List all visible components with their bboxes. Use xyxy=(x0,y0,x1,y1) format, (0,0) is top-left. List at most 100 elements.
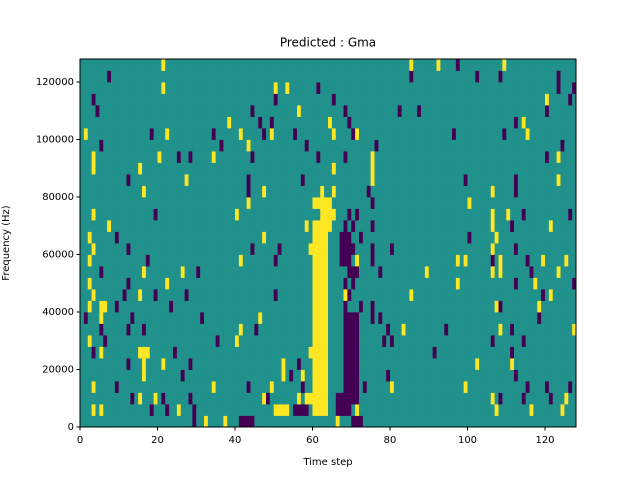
heatmap-cell xyxy=(490,277,496,290)
heatmap-cell xyxy=(83,404,89,416)
heatmap-cell xyxy=(355,312,360,324)
heatmap-cell xyxy=(308,139,313,152)
heatmap-cell xyxy=(498,174,503,186)
heatmap-cell xyxy=(316,381,321,393)
heatmap-cell xyxy=(165,208,170,221)
heatmap-cell xyxy=(231,231,236,244)
heatmap-cell xyxy=(83,415,89,428)
heatmap-cell xyxy=(537,415,542,428)
heatmap-cell xyxy=(80,266,85,278)
heatmap-cell xyxy=(281,369,286,382)
heatmap-cell xyxy=(467,116,472,129)
heatmap-cell xyxy=(444,174,449,186)
heatmap-cell xyxy=(157,289,162,301)
heatmap-cell xyxy=(378,151,383,163)
heatmap-cell xyxy=(498,243,503,255)
heatmap-cell xyxy=(533,59,538,71)
heatmap-cell xyxy=(200,174,205,186)
heatmap-cell xyxy=(444,346,449,359)
heatmap-cell xyxy=(145,369,151,382)
heatmap-cell xyxy=(386,59,391,71)
heatmap-cell xyxy=(393,323,399,336)
heatmap-cell xyxy=(262,197,267,209)
heatmap-cell xyxy=(204,266,209,278)
heatmap-cell xyxy=(130,346,135,359)
heatmap-cell xyxy=(157,231,162,244)
heatmap-cell xyxy=(545,404,550,416)
heatmap-cell xyxy=(285,243,290,255)
heatmap-cell xyxy=(142,277,147,290)
heatmap-cell xyxy=(196,277,201,290)
heatmap-cell xyxy=(510,59,515,71)
heatmap-cell xyxy=(269,174,275,186)
heatmap-cell xyxy=(145,254,151,267)
heatmap-cell xyxy=(153,277,158,290)
heatmap-cell xyxy=(308,358,313,370)
heatmap-cell xyxy=(335,139,341,152)
heatmap-cell xyxy=(262,404,267,416)
heatmap-cell xyxy=(397,93,403,106)
heatmap-cell xyxy=(114,208,120,221)
heatmap-cell xyxy=(428,185,434,198)
heatmap-cell xyxy=(285,358,290,370)
heatmap-cell xyxy=(440,105,445,117)
heatmap-cell xyxy=(339,174,344,186)
heatmap-cell xyxy=(297,139,302,152)
heatmap-cell xyxy=(521,82,527,94)
heatmap-cell xyxy=(401,404,406,416)
heatmap-cell xyxy=(355,185,360,198)
heatmap-cell xyxy=(103,243,108,255)
heatmap-cell xyxy=(455,369,461,382)
heatmap-cell xyxy=(428,82,434,94)
heatmap-cell xyxy=(382,231,387,244)
heatmap-cell xyxy=(514,346,519,359)
heatmap-cell xyxy=(173,105,178,117)
heatmap-cell xyxy=(463,59,468,71)
heatmap-cell xyxy=(304,358,310,370)
heatmap-cell xyxy=(347,139,352,152)
heatmap-cell xyxy=(262,369,267,382)
heatmap-cell xyxy=(359,243,364,255)
heatmap-cell xyxy=(204,346,209,359)
heatmap-cell xyxy=(432,369,437,382)
heatmap-cell xyxy=(242,220,248,232)
heatmap-cell xyxy=(266,289,271,301)
heatmap-cell xyxy=(432,105,437,117)
heatmap-cell xyxy=(111,128,116,140)
heatmap-cell xyxy=(200,59,205,71)
heatmap-cell xyxy=(475,254,480,267)
heatmap-cell xyxy=(413,70,418,83)
heatmap-cell xyxy=(114,231,120,244)
heatmap-cell xyxy=(459,208,465,221)
heatmap-cell xyxy=(289,277,294,290)
heatmap-cell xyxy=(467,346,472,359)
heatmap-cell xyxy=(285,220,290,232)
heatmap-cell xyxy=(448,369,453,382)
heatmap-cell xyxy=(246,335,251,347)
heatmap-cell xyxy=(452,185,457,198)
heatmap-cell xyxy=(157,404,162,416)
heatmap-cell xyxy=(111,220,116,232)
heatmap-cell xyxy=(572,231,577,244)
heatmap-cell xyxy=(347,254,352,267)
heatmap-cell xyxy=(196,415,201,428)
heatmap-cell xyxy=(223,174,228,186)
heatmap-cell xyxy=(320,231,325,244)
heatmap-cell xyxy=(126,392,131,405)
heatmap-cell xyxy=(405,93,410,106)
heatmap-cell xyxy=(564,266,569,278)
heatmap-cell xyxy=(145,93,151,106)
heatmap-cell xyxy=(134,185,139,198)
heatmap-cell xyxy=(262,277,267,290)
heatmap-cell xyxy=(529,346,534,359)
heatmap-cell xyxy=(560,116,565,129)
heatmap-cell xyxy=(273,105,279,117)
heatmap-cell xyxy=(390,415,395,428)
heatmap-cell xyxy=(238,105,244,117)
heatmap-cell xyxy=(184,415,189,428)
heatmap-cell xyxy=(374,220,379,232)
heatmap-cell xyxy=(138,105,143,117)
heatmap-cell xyxy=(374,151,379,163)
heatmap-cell xyxy=(312,59,317,71)
heatmap-cell xyxy=(192,197,197,209)
